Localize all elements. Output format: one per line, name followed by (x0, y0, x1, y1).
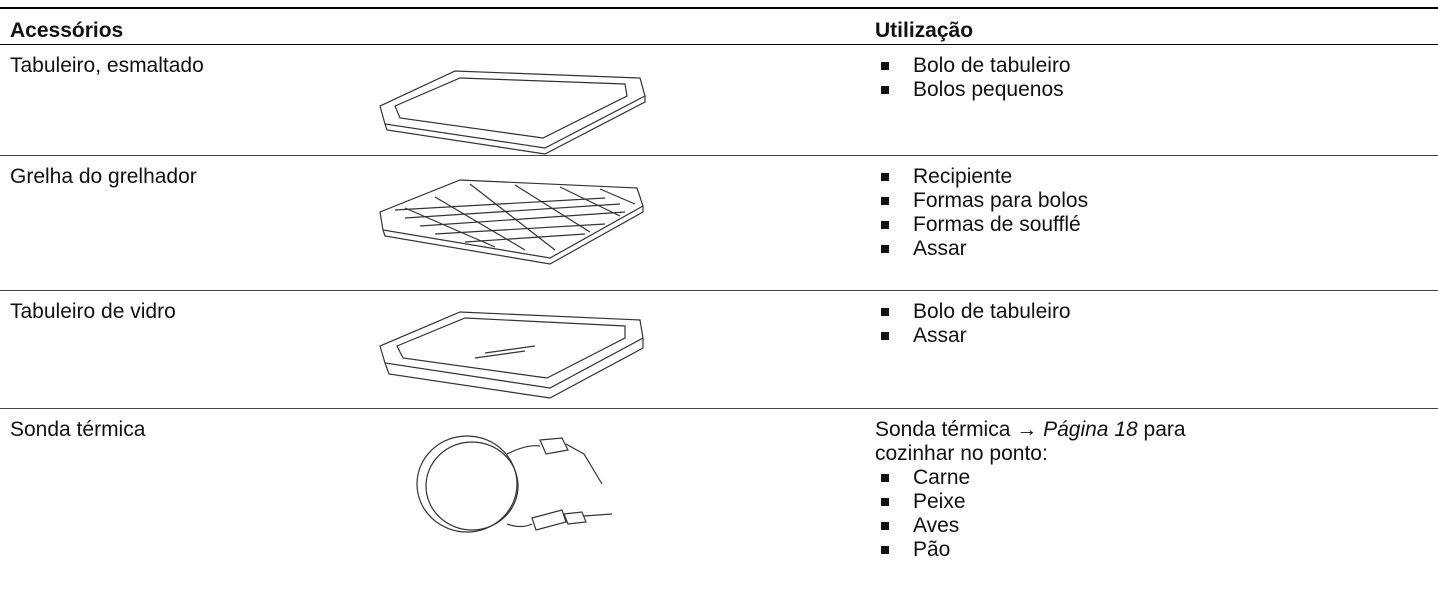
use-item: Pão (875, 538, 970, 562)
use-item: Formas de soufflé (875, 213, 1088, 237)
probe-illustration (416, 435, 613, 533)
grill-illustration (379, 179, 644, 265)
row-rule (0, 408, 1438, 409)
accessory-name: Tabuleiro, esmaltado (10, 54, 204, 77)
use-item: Bolos pequenos (875, 78, 1071, 102)
use-item: Carne (875, 466, 970, 490)
use-item: Assar (875, 324, 1071, 348)
use-list: Bolo de tabuleiro Bolos pequenos (875, 54, 1071, 102)
note-text: para cozinhar no ponto: (875, 418, 1186, 465)
header-cell: Acessórios (10, 19, 124, 42)
tray-illustration (379, 70, 646, 155)
header-cell: Utilização (875, 19, 974, 42)
use-list: Recipiente Formas para bolos Formas de s… (875, 165, 1088, 261)
header-rule (0, 44, 1438, 45)
use-list: Bolo de tabuleiro Assar (875, 300, 1071, 348)
glass-tray-illustration (379, 311, 644, 399)
table-top-rule (0, 7, 1438, 9)
use-item: Formas para bolos (875, 189, 1088, 213)
use-item: Recipiente (875, 165, 1088, 189)
use-note: Sonda térmica → Página 18 para cozinhar … (875, 418, 1235, 466)
use-item: Bolo de tabuleiro (875, 54, 1071, 78)
use-item: Assar (875, 237, 1088, 261)
row-rule (0, 155, 1438, 156)
use-item: Peixe (875, 490, 970, 514)
page-link[interactable]: Página 18 (1043, 418, 1138, 441)
note-text: Sonda térmica → (875, 418, 1038, 441)
accessory-name: Tabuleiro de vidro (10, 300, 176, 323)
use-item: Bolo de tabuleiro (875, 300, 1071, 324)
row-rule (0, 290, 1438, 291)
accessory-name: Sonda térmica (10, 418, 146, 441)
use-item: Aves (875, 514, 970, 538)
accessory-name: Grelha do grelhador (10, 165, 197, 188)
use-list: Carne Peixe Aves Pão (875, 466, 970, 562)
